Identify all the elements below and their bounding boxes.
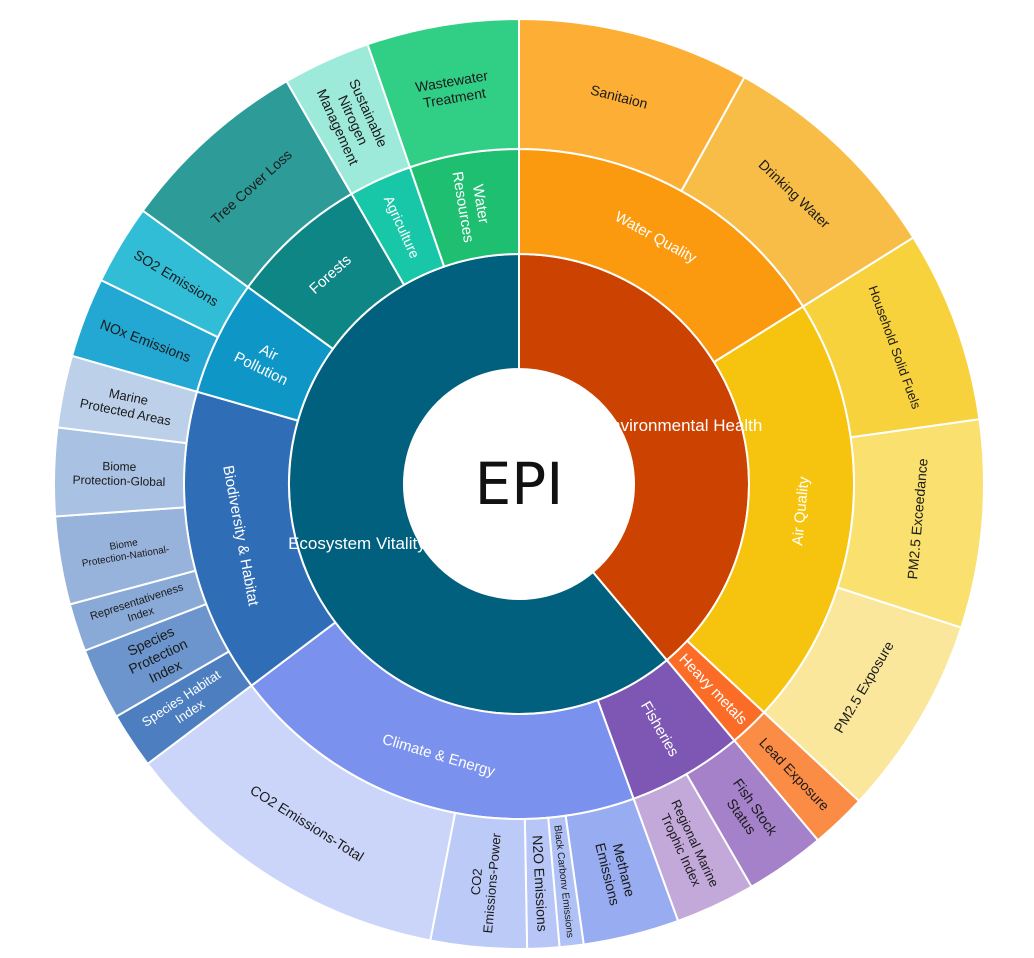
segment-label-text: Environmental Health <box>600 416 763 435</box>
segment-label-environmental-health: Environmental Health <box>600 416 763 435</box>
segment-label-line: Ecosystem Vitality <box>288 534 426 553</box>
segment-wastewater-treatment[interactable] <box>366 17 520 169</box>
segment-label-line: Biome <box>102 459 137 474</box>
segment-label-line: Biome <box>109 537 139 553</box>
segment-label-line: Air Quality <box>789 475 813 546</box>
segment-label-line: Environmental Health <box>600 416 763 435</box>
segment-label-line: Water <box>469 183 492 225</box>
segment-label-text: Air Quality <box>789 475 813 546</box>
segment-label-ecosystem-vitality: Ecosystem Vitality <box>288 534 426 553</box>
segment-label-line: Protection-Global <box>72 473 165 489</box>
center-disc <box>404 369 634 599</box>
segment-label-text: N2O Emissions <box>530 835 551 932</box>
segment-label-biome-protection-global: BiomeProtection-Global <box>72 458 165 489</box>
segment-label-text: Ecosystem Vitality <box>288 534 426 553</box>
segment-label-line: Air <box>257 341 281 364</box>
center-label: EPI <box>475 450 564 518</box>
segment-label-line: N2O Emissions <box>530 835 551 932</box>
segment-label-line: CO2 <box>468 868 485 896</box>
segment-label-n2o-emissions: N2O Emissions <box>530 835 551 932</box>
segment-label-air-quality: Air Quality <box>789 475 813 546</box>
sunburst-rings <box>53 17 985 950</box>
segment-label-text: BiomeProtection-Global <box>72 458 165 489</box>
